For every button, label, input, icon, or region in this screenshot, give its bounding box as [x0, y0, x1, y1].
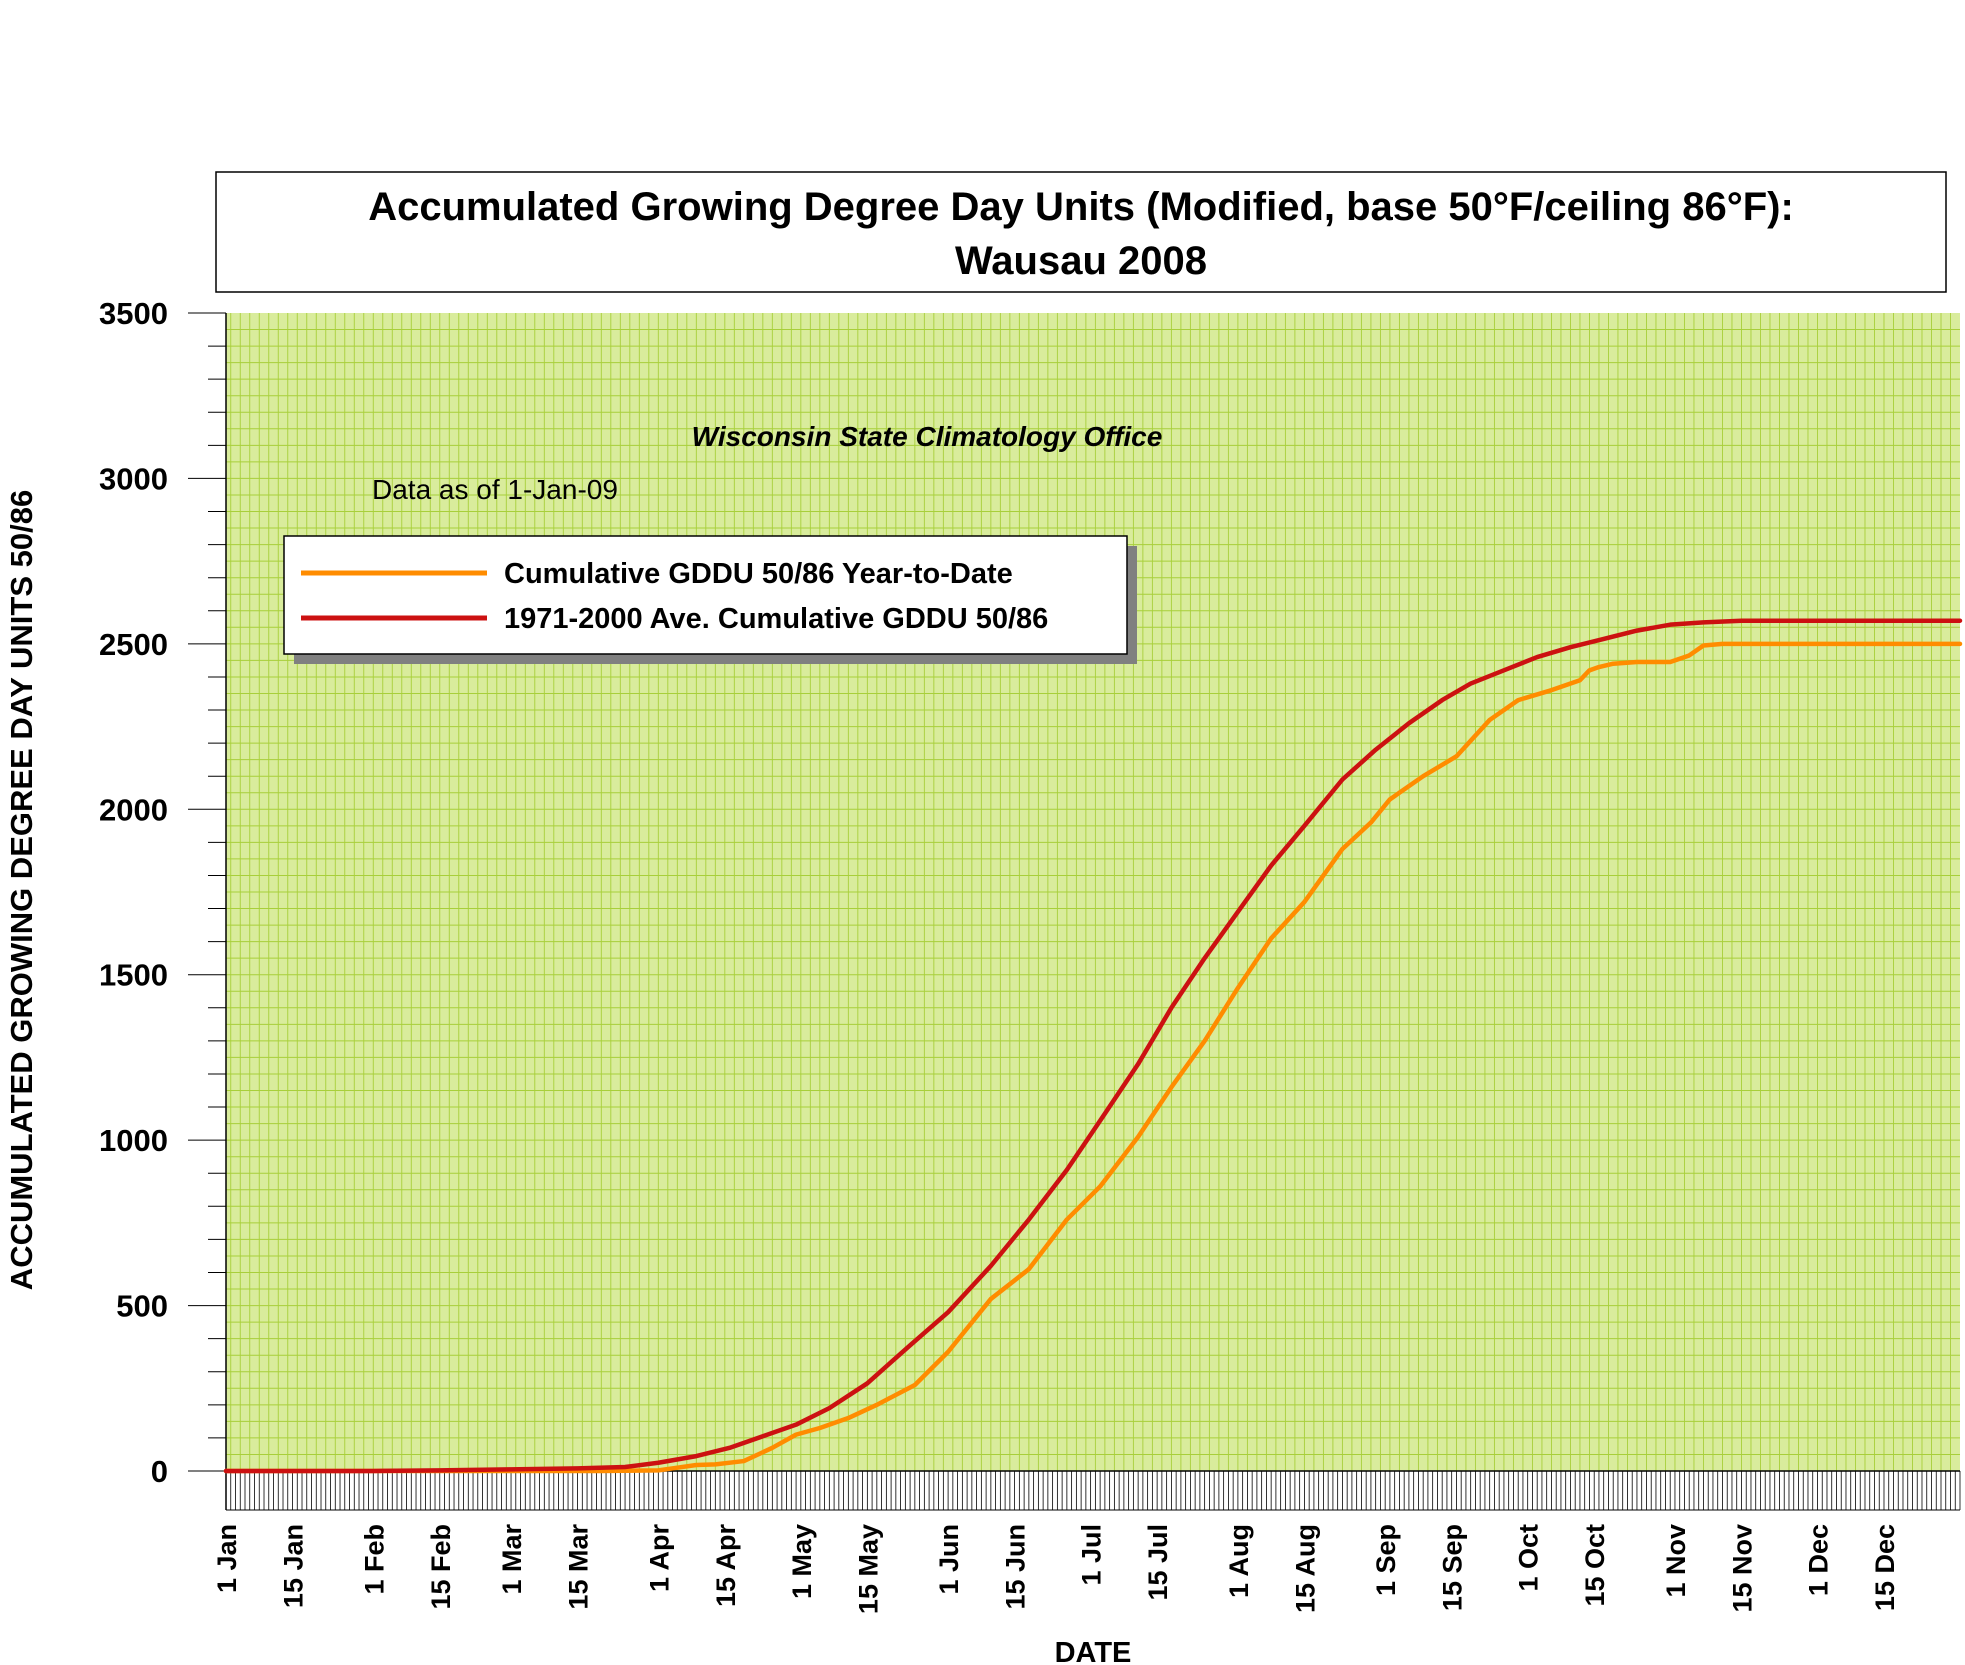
x-tick-label: 15 May [853, 1524, 883, 1614]
x-tick-label: 1 Feb [359, 1524, 389, 1595]
y-tick-label: 3000 [99, 461, 168, 496]
x-tick-label: 1 Jan [212, 1524, 242, 1593]
x-minor-ticks [225, 1471, 1961, 1510]
chart-title-line-2: Wausau 2008 [955, 239, 1207, 283]
chart-title-line-1: Accumulated Growing Degree Day Units (Mo… [368, 185, 1794, 229]
y-tick-label: 2000 [99, 792, 168, 827]
legend-label-average: 1971-2000 Ave. Cumulative GDDU 50/86 [504, 603, 1048, 635]
y-tick-label: 1000 [99, 1123, 168, 1158]
y-axis-ticks: 0 500 1000 1500 2000 2500 3000 3500 [99, 296, 226, 1489]
x-tick-label: 15 Aug [1290, 1524, 1320, 1613]
x-tick-label: 1 Jul [1077, 1524, 1107, 1586]
x-tick-label: 1 Oct [1514, 1524, 1544, 1592]
x-tick-label: 1 Nov [1661, 1524, 1691, 1598]
grid-lines [226, 313, 1960, 1471]
x-tick-label: 1 May [787, 1524, 817, 1599]
x-axis-title: DATE [1055, 1637, 1132, 1665]
x-tick-label: 1 Apr [644, 1524, 674, 1593]
x-tick-label: 15 Feb [426, 1524, 456, 1610]
series-line-ytd [223, 641, 1963, 1474]
x-tick-label: 15 Mar [564, 1524, 594, 1610]
legend-box [283, 535, 1128, 655]
y-tick-label: 3500 [99, 296, 168, 331]
x-tick-label: 15 Sep [1438, 1524, 1468, 1611]
x-tick-label: 15 Oct [1580, 1524, 1610, 1607]
y-tick-label: 1500 [99, 958, 168, 993]
data-date-note: Data as of 1-Jan-09 [372, 474, 618, 505]
title-box [215, 171, 1947, 293]
x-tick-label: 1 Dec [1803, 1524, 1833, 1596]
x-tick-label: 15 Apr [711, 1524, 741, 1608]
x-tick-label: 15 Jun [1001, 1524, 1031, 1610]
series-lines [223, 618, 1963, 1474]
x-tick-label: 1 Jun [934, 1524, 964, 1595]
x-tick-label: 1 Aug [1224, 1524, 1254, 1598]
y-tick-label: 0 [151, 1454, 168, 1489]
legend-label-ytd: Cumulative GDDU 50/86 Year-to-Date [504, 558, 1013, 590]
x-tick-label: 15 Nov [1727, 1524, 1757, 1613]
y-axis-title: ACCUMULATED GROWING DEGREE DAY UNITS 50/… [4, 490, 39, 1290]
x-tick-label: 15 Jan [279, 1524, 309, 1608]
series-line-average [223, 618, 1963, 1474]
x-tick-label: 1 Sep [1371, 1524, 1401, 1596]
x-axis-tick-labels: 1 Jan 15 Jan 1 Feb 15 Feb 1 Mar 15 Mar 1 Apr 15… [212, 1524, 1900, 1615]
y-tick-label: 500 [116, 1289, 168, 1324]
y-tick-label: 2500 [99, 627, 168, 662]
subtitle-text: Wisconsin State Climatology Office [692, 421, 1163, 452]
x-tick-label: 15 Jul [1143, 1524, 1173, 1601]
x-tick-label: 15 Dec [1870, 1524, 1900, 1611]
x-tick-label: 1 Mar [497, 1524, 527, 1595]
